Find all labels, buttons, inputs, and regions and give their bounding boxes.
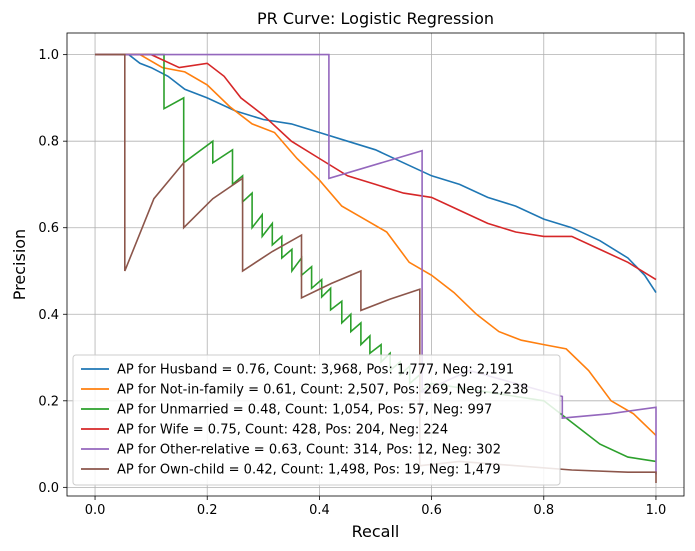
- legend-label-4: AP for Other-relative = 0.63, Count: 314…: [117, 443, 501, 458]
- x-tick-label-5: 1.0: [646, 503, 667, 518]
- x-tick-label-2: 0.4: [309, 503, 330, 518]
- chart-title: PR Curve: Logistic Regression: [257, 9, 494, 28]
- legend-label-3: AP for Wife = 0.75, Count: 428, Pos: 204…: [117, 423, 448, 438]
- y-tick-label-2: 0.4: [38, 308, 59, 323]
- legend-box: [72, 354, 561, 486]
- legend-label-0: AP for Husband = 0.76, Count: 3,968, Pos…: [117, 363, 514, 378]
- x-tick-label-1: 0.2: [197, 503, 218, 518]
- y-axis-title: Precision: [10, 229, 29, 300]
- x-tick-label-4: 0.8: [533, 503, 554, 518]
- plot-frame: [66, 32, 685, 497]
- y-tick-label-5: 1.0: [38, 48, 59, 63]
- y-tick-label-3: 0.6: [38, 221, 59, 236]
- y-tick-label-1: 0.2: [38, 394, 59, 409]
- y-tick-label-0: 0.0: [38, 481, 59, 496]
- y-axis-ticks: 0.0 0.2 0.4 0.6 0.8 1.0: [38, 48, 67, 496]
- series-line-3: [95, 53, 657, 281]
- series-line-0: [95, 53, 657, 294]
- legend-label-5: AP for Own-child = 0.42, Count: 1,498, P…: [117, 463, 501, 478]
- x-tick-label-0: 0.0: [85, 503, 106, 518]
- legend-label-2: AP for Unmarried = 0.48, Count: 1,054, P…: [117, 403, 492, 418]
- legend: AP for Husband = 0.76, Count: 3,968, Pos…: [72, 354, 561, 486]
- y-tick-label-4: 0.8: [38, 135, 59, 150]
- series-line-1: [95, 53, 657, 436]
- legend-label-1: AP for Not-in-family = 0.61, Count: 2,50…: [117, 383, 528, 398]
- x-tick-label-3: 0.6: [421, 503, 442, 518]
- x-axis-title: Recall: [352, 522, 400, 541]
- x-axis-ticks: 0.0 0.2 0.4 0.6 0.8 1.0: [85, 496, 667, 518]
